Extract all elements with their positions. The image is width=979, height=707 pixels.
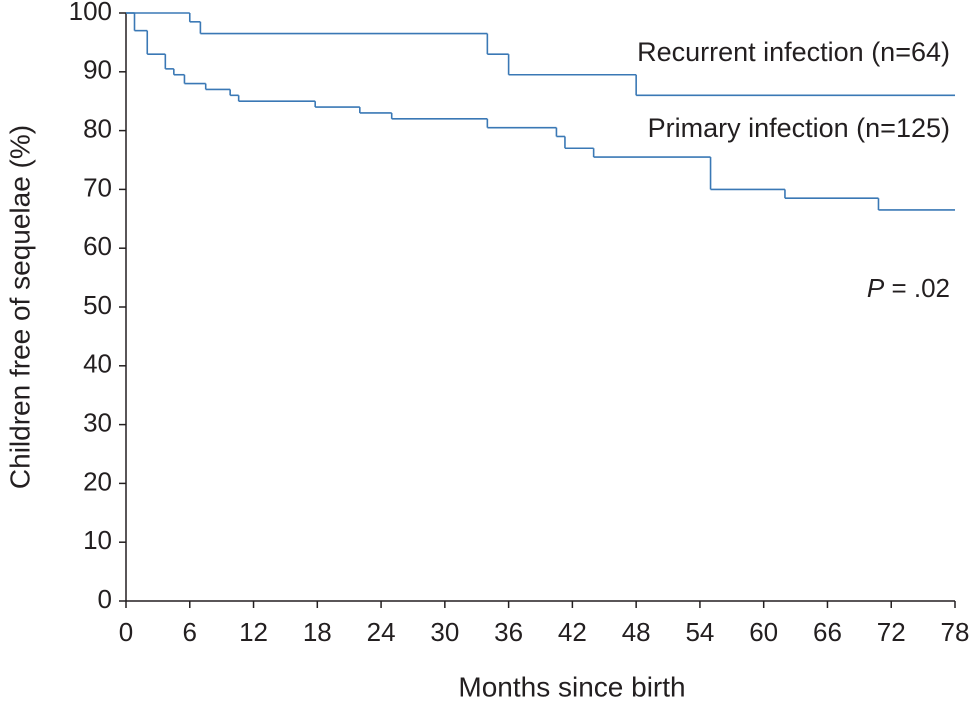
y-tick-label: 10	[83, 525, 112, 555]
y-tick-label: 80	[83, 113, 112, 143]
y-tick-label: 0	[98, 584, 112, 614]
series-label: Primary infection (n=125)	[648, 113, 950, 143]
x-tick-label: 54	[685, 617, 714, 647]
p-text: = .02	[884, 273, 950, 303]
y-tick-label: 20	[83, 466, 112, 496]
y-axis-label: Children free of sequelae (%)	[4, 125, 35, 489]
y-tick-label: 40	[83, 349, 112, 379]
x-tick-label: 36	[494, 617, 523, 647]
x-axis-label: Months since birth	[458, 671, 685, 702]
y-tick-label: 60	[83, 231, 112, 261]
x-tick-label: 12	[239, 617, 268, 647]
x-tick-label: 60	[749, 617, 778, 647]
x-tick-label: 30	[430, 617, 459, 647]
x-tick-label: 66	[813, 617, 842, 647]
y-tick-label: 90	[83, 55, 112, 85]
y-tick-label: 100	[69, 0, 112, 26]
y-tick-label: 70	[83, 172, 112, 202]
x-tick-label: 72	[877, 617, 906, 647]
x-tick-label: 78	[941, 617, 970, 647]
y-tick-label: 30	[83, 407, 112, 437]
series-label: Recurrent infection (n=64)	[637, 37, 950, 67]
p-symbol: P	[867, 273, 885, 303]
x-tick-label: 18	[303, 617, 332, 647]
x-tick-label: 0	[119, 617, 133, 647]
x-tick-label: 48	[622, 617, 651, 647]
p-value: P = .02	[867, 273, 950, 303]
x-tick-label: 24	[367, 617, 396, 647]
x-tick-label: 6	[183, 617, 197, 647]
y-tick-label: 50	[83, 290, 112, 320]
x-tick-label: 42	[558, 617, 587, 647]
